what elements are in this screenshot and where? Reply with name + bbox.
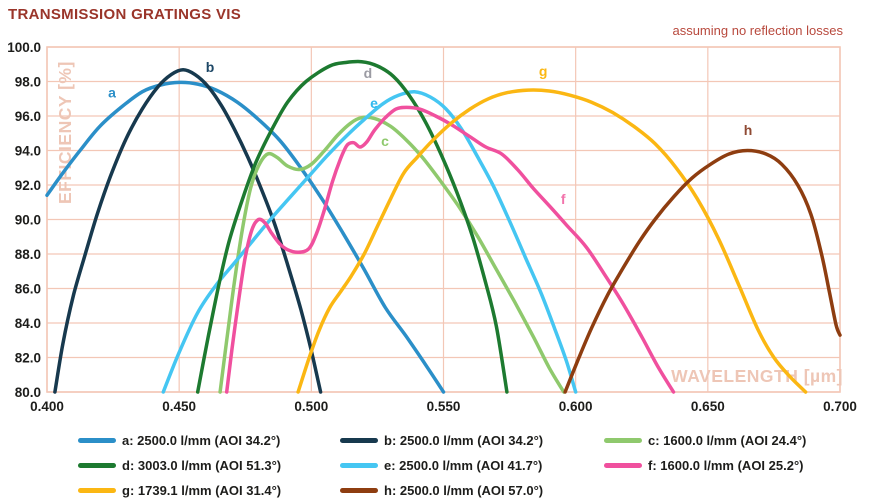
curve-d: [195, 59, 509, 394]
legend-item-g: g: 1739.1 l/mm (AOI 31.4°): [78, 482, 281, 498]
curve-h: [563, 148, 842, 394]
curve-b: [53, 68, 323, 394]
curve-label-h: h: [744, 122, 753, 138]
curve-label-b: b: [206, 59, 215, 75]
legend-item-d: d: 3003.0 l/mm (AOI 51.3°): [78, 457, 281, 473]
legend-label-e: e: 2500.0 l/mm (AOI 41.7°): [384, 457, 543, 473]
y-tick-label: 84.0: [15, 316, 41, 331]
legend-swatch-a: [78, 437, 116, 443]
curve-label-f: f: [561, 191, 566, 207]
curve-label-c: c: [381, 133, 389, 149]
curve-c: [218, 115, 566, 394]
y-axis-title: EFFICIENCY [%]: [55, 61, 75, 204]
legend-swatch-e: [340, 462, 378, 468]
curve-label-g: g: [539, 63, 548, 79]
grid-lines: [46, 46, 841, 393]
x-tick-label: 0.600: [559, 399, 593, 414]
x-tick-label: 0.500: [294, 399, 328, 414]
legend-swatch-g: [78, 487, 116, 493]
y-tick-label: 100.0: [7, 40, 41, 55]
legend-label-b: b: 2500.0 l/mm (AOI 34.2°): [384, 432, 544, 448]
annotation-text: assuming no reflection losses: [672, 23, 843, 38]
x-tick-label: 0.450: [162, 399, 196, 414]
curves: [45, 59, 842, 394]
legend-item-b: b: 2500.0 l/mm (AOI 34.2°): [340, 432, 543, 448]
legend-swatch-f: [604, 462, 642, 468]
y-tick-label: 82.0: [15, 351, 41, 366]
curve-g: [296, 88, 808, 394]
curve-label-a: a: [108, 85, 116, 101]
curve-letter-labels: a b c ed f g h: [108, 59, 752, 207]
legend-label-a: a: 2500.0 l/mm (AOI 34.2°): [122, 432, 281, 448]
y-tick-label: 86.0: [15, 282, 41, 297]
x-tick-label: 0.700: [823, 399, 857, 414]
y-tick-label: 94.0: [15, 144, 41, 159]
legend-label-f: f: 1600.0 l/mm (AOI 25.2°): [648, 457, 804, 473]
legend-item-f: f: 1600.0 l/mm (AOI 25.2°): [604, 457, 803, 473]
legend-swatch-b: [340, 437, 378, 443]
legend-label-g: g: 1739.1 l/mm (AOI 31.4°): [122, 482, 282, 498]
curve-a: [45, 80, 446, 394]
y-tick-label: 96.0: [15, 109, 41, 124]
page-title: TRANSMISSION GRATINGS VIS: [8, 6, 242, 23]
legend-swatch-c: [604, 437, 642, 443]
y-tick-label: 80.0: [15, 385, 41, 400]
curve-label-e: e: [370, 95, 378, 111]
x-tick-label: 0.550: [427, 399, 461, 414]
legend-label-d: d: 3003.0 l/mm (AOI 51.3°): [122, 457, 282, 473]
legend-label-h: h: 2500.0 l/mm (AOI 57.0°): [384, 482, 544, 498]
curve-label-d: d: [364, 65, 373, 81]
curve-f: [224, 105, 676, 394]
legend-label-c: c: 1600.0 l/mm (AOI 24.4°): [648, 432, 807, 448]
y-tick-label: 88.0: [15, 247, 41, 262]
legend-item-e: e: 2500.0 l/mm (AOI 41.7°): [340, 457, 542, 473]
x-tick-label: 0.650: [691, 399, 725, 414]
y-axis-tick-labels: 100.0 98.0 96.0 94.0 92.0 90.0 88.0 86.0 84.0 82.…: [7, 40, 41, 400]
legend-item-c: c: 1600.0 l/mm (AOI 24.4°): [604, 432, 806, 448]
curve-e: [161, 90, 578, 394]
y-tick-label: 90.0: [15, 213, 41, 228]
x-tick-label: 0.400: [30, 399, 64, 414]
efficiency-vs-wavelength-chart: EFFICIENCY [%] WAVELENGTH [µm] 100.0 98.0 96…: [7, 40, 857, 414]
legend-swatch-h: [340, 487, 378, 493]
y-tick-label: 98.0: [15, 75, 41, 90]
x-axis-tick-labels: 0.400 0.450 0.500 0.550 0.600 0.650 0.700: [30, 399, 857, 414]
legend-item-h: h: 2500.0 l/mm (AOI 57.0°): [340, 482, 543, 498]
legend-item-a: a: 2500.0 l/mm (AOI 34.2°): [78, 432, 280, 448]
legend-swatch-d: [78, 462, 116, 468]
y-tick-label: 92.0: [15, 178, 41, 193]
x-axis-title: WAVELENGTH [µm]: [671, 366, 843, 386]
